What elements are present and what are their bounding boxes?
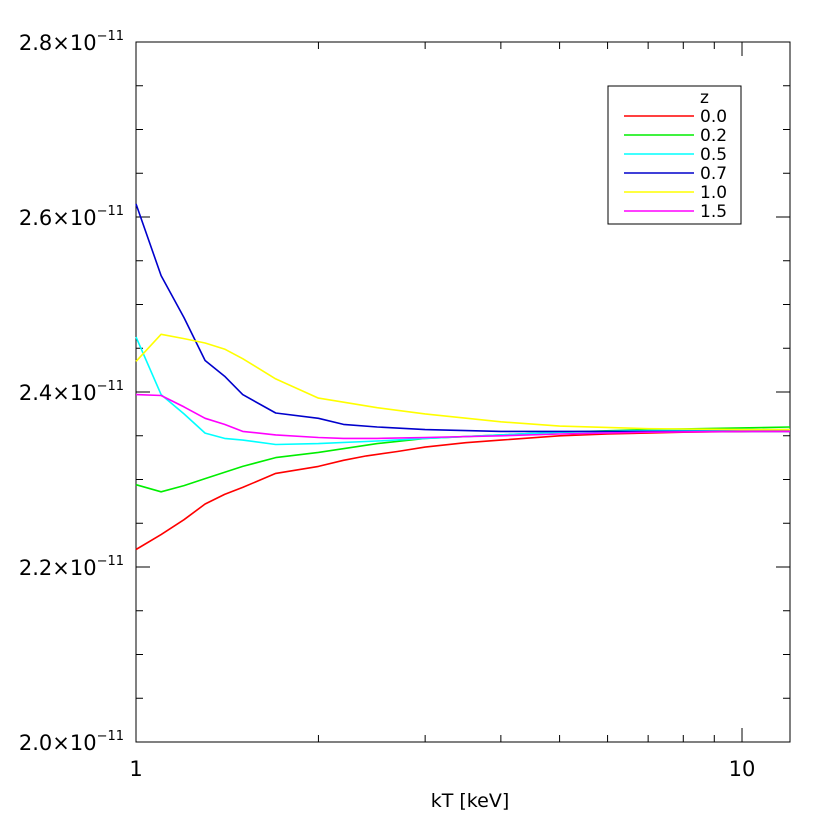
- series-line-z-0.0: [135, 429, 791, 551]
- y-tick-mantissa: 2.8×10: [19, 31, 97, 55]
- y-tick-mantissa: 2.0×10: [19, 731, 97, 755]
- y-tick-exponent: −11: [97, 729, 124, 744]
- y-tick-exponent: −11: [97, 29, 124, 44]
- y-tick-label: 2.0×10−11: [19, 729, 124, 755]
- y-axis-ticks: 2.0×10−112.2×10−112.4×10−112.6×10−112.8×…: [19, 29, 790, 755]
- legend-label: 0.0: [700, 107, 727, 127]
- y-tick-exponent: −11: [97, 554, 124, 569]
- y-tick-label: 2.8×10−11: [19, 29, 124, 55]
- x-tick-label: 10: [729, 757, 756, 781]
- y-tick-exponent: −11: [97, 204, 124, 219]
- legend-label: 1.5: [700, 202, 727, 222]
- legend-title: z: [700, 88, 709, 108]
- series-line-z-0.7: [135, 203, 790, 433]
- legend-label: 1.0: [700, 183, 727, 203]
- x-tick-label: 1: [129, 757, 142, 781]
- y-tick-mantissa: 2.4×10: [19, 381, 97, 405]
- x-axis-title: kT [keV]: [431, 790, 510, 812]
- series-lines: [135, 203, 791, 551]
- y-tick-mantissa: 2.2×10: [19, 556, 97, 580]
- y-tick-label: 2.4×10−11: [19, 379, 124, 405]
- legend: z 0.00.20.50.71.01.5: [607, 85, 742, 225]
- y-tick-label: 2.2×10−11: [19, 554, 124, 580]
- legend-box: [607, 85, 742, 225]
- series-line-z-1.5: [135, 393, 790, 440]
- series-line-z-1.0: [135, 333, 790, 431]
- legend-label: 0.5: [700, 145, 727, 165]
- y-tick-mantissa: 2.6×10: [19, 206, 97, 230]
- x-axis-ticks: 1 10: [129, 42, 755, 781]
- y-tick-exponent: −11: [97, 379, 124, 394]
- legend-label: 0.2: [700, 126, 727, 146]
- legend-label: 0.7: [700, 164, 727, 184]
- y-tick-label: 2.6×10−11: [19, 204, 124, 230]
